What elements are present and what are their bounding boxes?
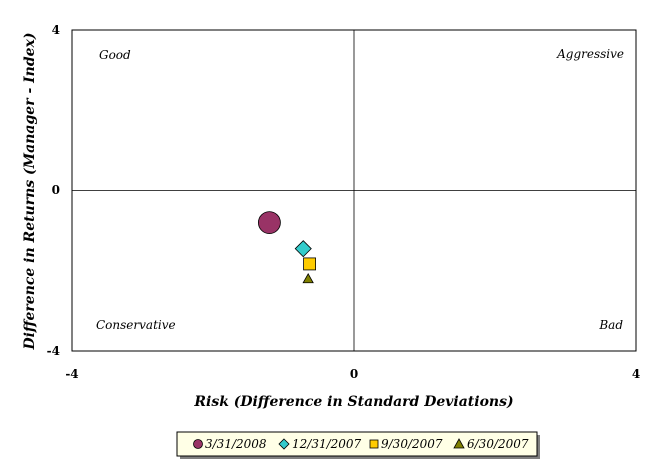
legend-box bbox=[176, 431, 538, 457]
data-point-triangle bbox=[302, 272, 314, 284]
legend-label: 6/30/2007 bbox=[467, 437, 529, 451]
x-tick-label: 4 bbox=[632, 367, 640, 381]
y-tick-label: -4 bbox=[47, 344, 60, 358]
y-axis-title: Difference in Returns (Manager - Index) bbox=[22, 32, 38, 350]
data-point-square bbox=[303, 257, 316, 271]
x-tick-label: 0 bbox=[350, 367, 358, 381]
data-point-diamond bbox=[294, 240, 312, 258]
x-axis-title: Risk (Difference in Standard Deviations) bbox=[193, 394, 513, 410]
legend-label: 9/30/2007 bbox=[381, 437, 443, 451]
quadrant-label-conservative: Conservative bbox=[96, 318, 176, 332]
legend-label: 12/31/2007 bbox=[292, 437, 362, 451]
y-tick-label: 0 bbox=[52, 183, 60, 197]
quadrant-label-bad: Bad bbox=[598, 318, 623, 332]
y-tick-label: 4 bbox=[52, 23, 60, 37]
x-tick-label: -4 bbox=[65, 367, 78, 381]
legend-marker-circle bbox=[193, 439, 203, 449]
data-markers bbox=[257, 211, 316, 284]
data-point-circle bbox=[257, 211, 281, 235]
quadrant-label-good: Good bbox=[99, 48, 131, 62]
legend-marker-square bbox=[369, 439, 379, 449]
legend-marker-diamond bbox=[278, 438, 290, 450]
legend: 3/31/2008 12/31/2007 9/30/2007 6/30/2007 bbox=[193, 437, 529, 451]
legend-label: 3/31/2008 bbox=[205, 437, 267, 451]
legend-marker-triangle bbox=[453, 438, 465, 449]
quadrant-label-aggressive: Aggressive bbox=[556, 47, 624, 61]
